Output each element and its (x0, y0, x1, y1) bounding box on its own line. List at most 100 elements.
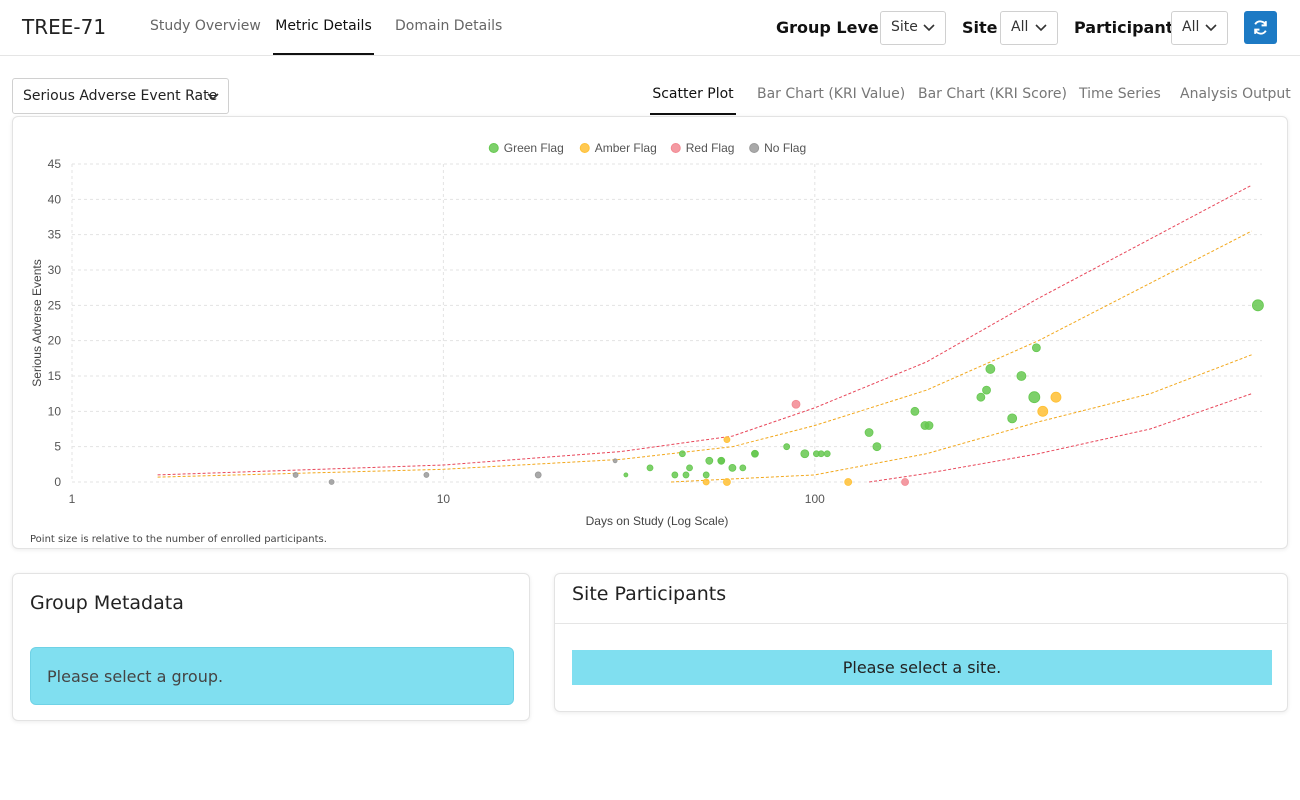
group-level-value: Site (891, 19, 918, 35)
data-point (612, 458, 618, 464)
divider (555, 623, 1288, 624)
y-tick-label: 0 (54, 475, 61, 489)
data-point (924, 421, 934, 430)
tab-bar-chart-kri-value[interactable]: Bar Chart (KRI Value) (757, 86, 906, 102)
legend-label: Amber Flag (595, 141, 657, 155)
y-tick-label: 5 (54, 440, 61, 454)
data-point (1031, 343, 1041, 353)
tab-time-series[interactable]: Time Series (1079, 86, 1161, 102)
tab-metric-details[interactable]: Metric Details (273, 18, 374, 55)
legend-label: No Flag (764, 141, 806, 155)
participant-select[interactable]: All (1171, 11, 1228, 45)
data-point (1016, 371, 1027, 381)
x-axis-label: Days on Study (Log Scale) (586, 514, 729, 528)
data-point (1050, 391, 1062, 403)
group-level-label: Group Level (776, 18, 885, 37)
legend-marker (488, 143, 499, 153)
data-point (423, 472, 430, 478)
chevron-down-icon (1205, 24, 1217, 32)
data-point (1252, 299, 1264, 312)
data-point (844, 478, 853, 486)
data-point (1007, 413, 1018, 424)
participant-label: Participant (1074, 18, 1174, 37)
tab-analysis-output[interactable]: Analysis Output (1180, 86, 1291, 102)
tab-bar-chart-kri-score[interactable]: Bar Chart (KRI Score) (918, 86, 1067, 102)
data-point (702, 478, 710, 486)
x-tick-label: 10 (437, 492, 451, 506)
y-tick-label: 10 (48, 404, 62, 418)
data-point (702, 471, 710, 479)
y-tick-label: 20 (48, 334, 62, 348)
participant-value: All (1182, 19, 1200, 35)
legend-marker (579, 143, 590, 153)
metric-select-value: Serious Adverse Event Rate (23, 88, 218, 104)
data-point (985, 364, 996, 374)
legend-label: Red Flag (686, 141, 735, 155)
y-axis-label: Serious Adverse Events (30, 259, 44, 386)
data-point (328, 479, 335, 485)
group-level-select[interactable]: Site (880, 11, 946, 45)
y-tick-label: 30 (48, 263, 62, 277)
data-point (682, 471, 690, 479)
group-metadata-alert: Please select a group. (30, 647, 514, 705)
data-point (534, 471, 542, 479)
legend-marker (670, 143, 681, 153)
data-point (872, 442, 882, 452)
data-point (686, 464, 693, 472)
scatter-plot: 0 5 10 15 20 25 30 35 40 45 1 10 100 Days on Study (L… (30, 141, 1264, 528)
refresh-button[interactable] (1244, 11, 1277, 44)
data-point (817, 450, 825, 458)
y-tick-label: 35 (48, 228, 62, 242)
group-metadata-title: Group Metadata (30, 592, 184, 614)
data-point (623, 472, 629, 478)
y-tick-label: 15 (48, 369, 62, 383)
data-point (646, 464, 654, 472)
data-point (705, 456, 714, 465)
data-point (671, 471, 679, 479)
chevron-down-icon (1035, 24, 1047, 32)
chart-card: 0 5 10 15 20 25 30 35 40 45 1 10 100 Days on Study (L… (12, 116, 1288, 549)
chevron-down-icon (923, 24, 935, 32)
data-point (982, 385, 991, 395)
data-point (976, 392, 986, 402)
y-tick-label: 40 (48, 192, 62, 206)
data-point (678, 450, 686, 458)
data-point (1028, 391, 1041, 404)
app-title: TREE-71 (22, 15, 107, 39)
site-participants-title: Site Participants (572, 583, 727, 605)
y-tick-label: 45 (48, 157, 62, 171)
refresh-icon (1254, 20, 1267, 35)
data-point (728, 463, 737, 472)
metric-select[interactable]: Serious Adverse Event Rate (12, 78, 229, 114)
legend-marker (749, 143, 760, 153)
data-point (823, 450, 831, 458)
data-point (791, 399, 801, 409)
data-point (1037, 405, 1049, 417)
data-point (717, 457, 725, 465)
legend-label: Green Flag (504, 141, 564, 155)
tab-domain-details[interactable]: Domain Details (395, 18, 503, 34)
threshold-line (869, 393, 1252, 483)
data-point (800, 449, 810, 459)
tab-study-overview[interactable]: Study Overview (150, 18, 261, 34)
data-point (739, 464, 747, 472)
y-tick-label: 25 (48, 298, 62, 312)
threshold-line (157, 184, 1252, 476)
threshold-line (670, 354, 1252, 483)
data-point (864, 428, 874, 437)
data-point (723, 436, 731, 444)
tab-scatter-plot[interactable]: Scatter Plot (650, 86, 736, 115)
data-point (910, 406, 920, 416)
site-label: Site (962, 18, 998, 37)
top-navbar: TREE-71 Study Overview Metric Details Do… (0, 0, 1300, 56)
site-select[interactable]: All (1000, 11, 1058, 45)
data-point (723, 478, 731, 486)
data-point (783, 443, 791, 451)
chart-note: Point size is relative to the number of … (30, 534, 327, 545)
site-participants-card: Site Participants Please select a site. (554, 573, 1288, 712)
site-participants-alert: Please select a site. (572, 650, 1272, 685)
data-point (292, 472, 299, 478)
data-point (751, 449, 759, 458)
chevron-down-icon (207, 93, 219, 101)
threshold-line (157, 230, 1252, 478)
